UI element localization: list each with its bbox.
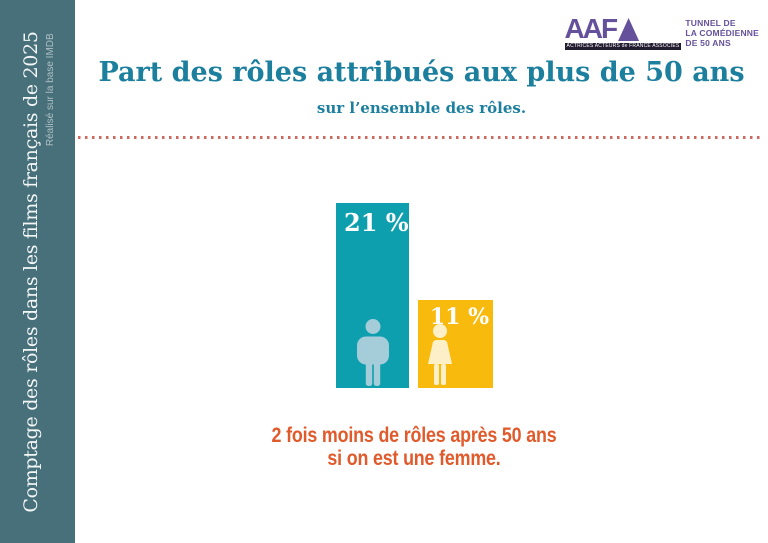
sidebar: Comptage des rôles dans les films frança… [0,0,75,543]
bar-men-value-label: 21 % [344,208,409,237]
aafa-tagline-line2: LA COMÉDIENNE [685,28,759,38]
aafa-acronym-text: AAF [564,13,619,44]
woman-icon [428,324,452,385]
aafa-acronym: AAF [564,13,682,44]
conclusion-line1: 2 fois moins de rôles après 50 ans [271,424,557,447]
sidebar-rotated-text: Comptage des rôles dans les films frança… [20,31,56,512]
aafa-tagline-line1: TUNNEL DE [685,18,736,28]
aafa-logo-left: AAF ACTRICES ACTEURS de FRANCE ASSOCIÉS [564,13,682,50]
conclusion-line2: si on est une femme. [327,447,501,470]
aafa-banner-text: ACTRICES ACTEURS de FRANCE ASSOCIÉS [564,43,682,50]
page-title: Part des rôles attribués aux plus de 50 … [98,57,745,88]
aafa-tagline-line3: DE 50 ANS [685,38,731,48]
sidebar-title: Comptage des rôles dans les films frança… [19,30,42,513]
sidebar-subtitle: Réalisé sur la base IMDB [44,32,56,146]
bar-women: 11 % [418,300,493,388]
aafa-triangle-a-icon [618,18,640,41]
aafa-tagline: TUNNEL DE LA COMÉDIENNE DE 50 ANS [685,16,759,48]
dotted-divider [78,136,762,139]
aafa-logo: AAF ACTRICES ACTEURS de FRANCE ASSOCIÉS … [564,13,759,50]
conclusion-text: 2 fois moins de rôles après 50 ans si on… [60,424,768,470]
page-subtitle: sur l’ensemble des rôles. [316,99,527,117]
man-icon [356,319,389,386]
bar-men: 21 % [336,203,409,388]
